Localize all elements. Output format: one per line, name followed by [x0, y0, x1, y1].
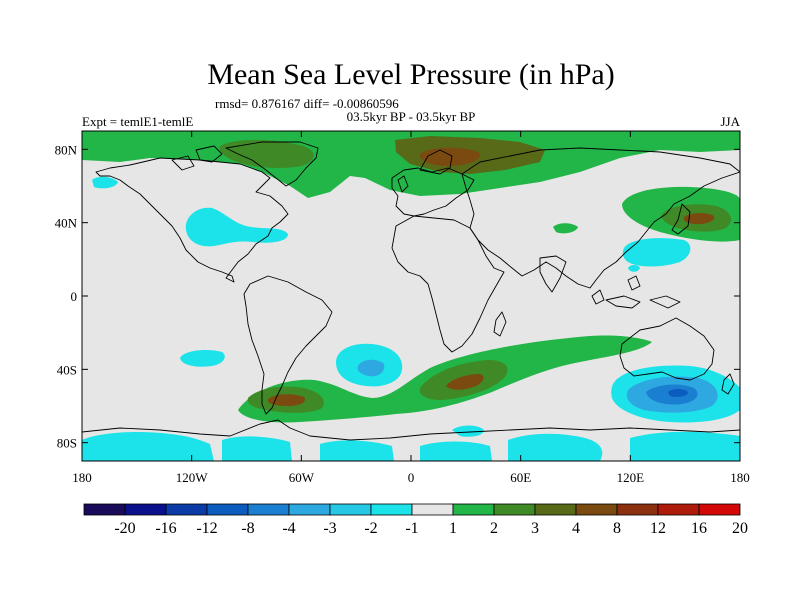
- y-tick-label: 40S: [57, 362, 77, 377]
- contour-southern-brown-samerica: [267, 394, 306, 406]
- colorbar-box: [165, 503, 208, 516]
- colorbar-box: [370, 503, 413, 516]
- coast-japan: [671, 203, 691, 235]
- colorbar-box: [288, 503, 331, 516]
- colorbar-label: -16: [155, 520, 176, 537]
- x-tick-label: 120W: [176, 470, 209, 485]
- y-tick-label: 40N: [55, 216, 78, 231]
- chart-stats: rmsd= 0.876167 diff= -0.00860596: [215, 96, 399, 111]
- colorbar-box: [493, 503, 536, 516]
- y-tick-label: 80N: [55, 142, 78, 157]
- coast-scandinavia: [419, 149, 453, 175]
- contour-wpacific-cyan-small: [628, 265, 640, 272]
- y-axis: 80N 40N 0 40S 80S: [55, 142, 740, 451]
- colorbar-box: [575, 503, 618, 516]
- coast-canada-islands: [171, 145, 223, 171]
- colorbar-label: -2: [364, 520, 377, 537]
- x-axis: 180 120W 60W 0 60E 120E 180: [72, 131, 750, 485]
- coastlines: [82, 141, 740, 441]
- x-tick-label: 120E: [617, 470, 645, 485]
- coast-madagascar: [493, 311, 507, 337]
- chart-title: Mean Sea Level Pressure (in hPa): [207, 58, 614, 91]
- coast-new-zealand: [721, 373, 735, 395]
- contour-antarctic-cyan: [82, 431, 740, 461]
- positive-anomaly-regions: [82, 131, 740, 423]
- x-tick-label: 60E: [510, 470, 531, 485]
- colorbar-label: 1: [449, 520, 457, 537]
- colorbar-label: -12: [196, 520, 217, 537]
- colorbar-label: 20: [732, 520, 748, 537]
- colorbar-box: [657, 503, 700, 516]
- x-tick-label: 60W: [289, 470, 315, 485]
- coast-se-asia-islands: [591, 275, 681, 309]
- experiment-label: Expt = temlE1-temlE: [82, 114, 193, 129]
- colorbar: -20 -16 -12 -8 -4 -3 -2 -1 1 2 3 4 8 12 16 20: [83, 503, 748, 537]
- colorbar-box: [534, 503, 577, 516]
- colorbar-box: [616, 503, 659, 516]
- contour-wpacific-cyan: [622, 238, 691, 267]
- colorbar-label: 12: [650, 520, 666, 537]
- colorbar-label: 4: [572, 520, 580, 537]
- colorbar-label: -4: [282, 520, 295, 537]
- contour-asia-green-small: [553, 223, 578, 234]
- x-tick-label: 180: [72, 470, 92, 485]
- colorbar-label: -8: [241, 520, 254, 537]
- colorbar-label: 16: [691, 520, 707, 537]
- contour-arctic-olive-greenland: [219, 139, 314, 168]
- contour-satlantic-blue: [357, 359, 385, 377]
- y-tick-label: 80S: [57, 436, 77, 451]
- contour-npacific-brown: [683, 213, 715, 225]
- x-tick-label: 180: [730, 470, 750, 485]
- colorbar-box: [83, 503, 126, 516]
- contour-southern-brown-atlantic: [446, 374, 484, 390]
- colorbar-box: [329, 503, 372, 516]
- chart-subtitle: 03.5kyr BP - 03.5kyr BP: [347, 109, 476, 124]
- coast-uk: [397, 175, 409, 193]
- coast-greenland: [225, 141, 319, 187]
- colorbar-label: -1: [405, 520, 418, 537]
- season-label: JJA: [720, 114, 740, 129]
- coast-south-america: [243, 275, 333, 415]
- colorbar-label: 3: [531, 520, 539, 537]
- colorbar-box: [698, 503, 741, 516]
- colorbar-label: 8: [613, 520, 621, 537]
- colorbar-label: 2: [490, 520, 498, 537]
- contour-namerica-cyan: [185, 207, 288, 247]
- coast-europe: [391, 167, 475, 217]
- colorbar-box: [411, 503, 454, 516]
- colorbar-box: [206, 503, 249, 516]
- coast-india: [539, 255, 567, 293]
- coast-australia: [619, 317, 715, 381]
- negative-anomaly-regions: [82, 176, 740, 461]
- contour-antarctic-cyan-blob: [452, 425, 484, 437]
- contour-spacific-cyan: [180, 350, 225, 367]
- coast-asia: [461, 147, 740, 289]
- map-area: [82, 131, 740, 461]
- colorbar-label: -3: [323, 520, 336, 537]
- coast-north-america: [95, 157, 289, 283]
- colorbar-box: [452, 503, 495, 516]
- colorbar-box: [124, 503, 167, 516]
- coast-antarctica: [82, 419, 740, 441]
- colorbar-label: -20: [114, 520, 135, 537]
- contour-npacific-cyan-west: [92, 176, 118, 189]
- x-tick-label: 0: [408, 470, 415, 485]
- contour-indian-darkblue: [668, 389, 688, 397]
- colorbar-box: [247, 503, 290, 516]
- y-tick-label: 0: [71, 289, 78, 304]
